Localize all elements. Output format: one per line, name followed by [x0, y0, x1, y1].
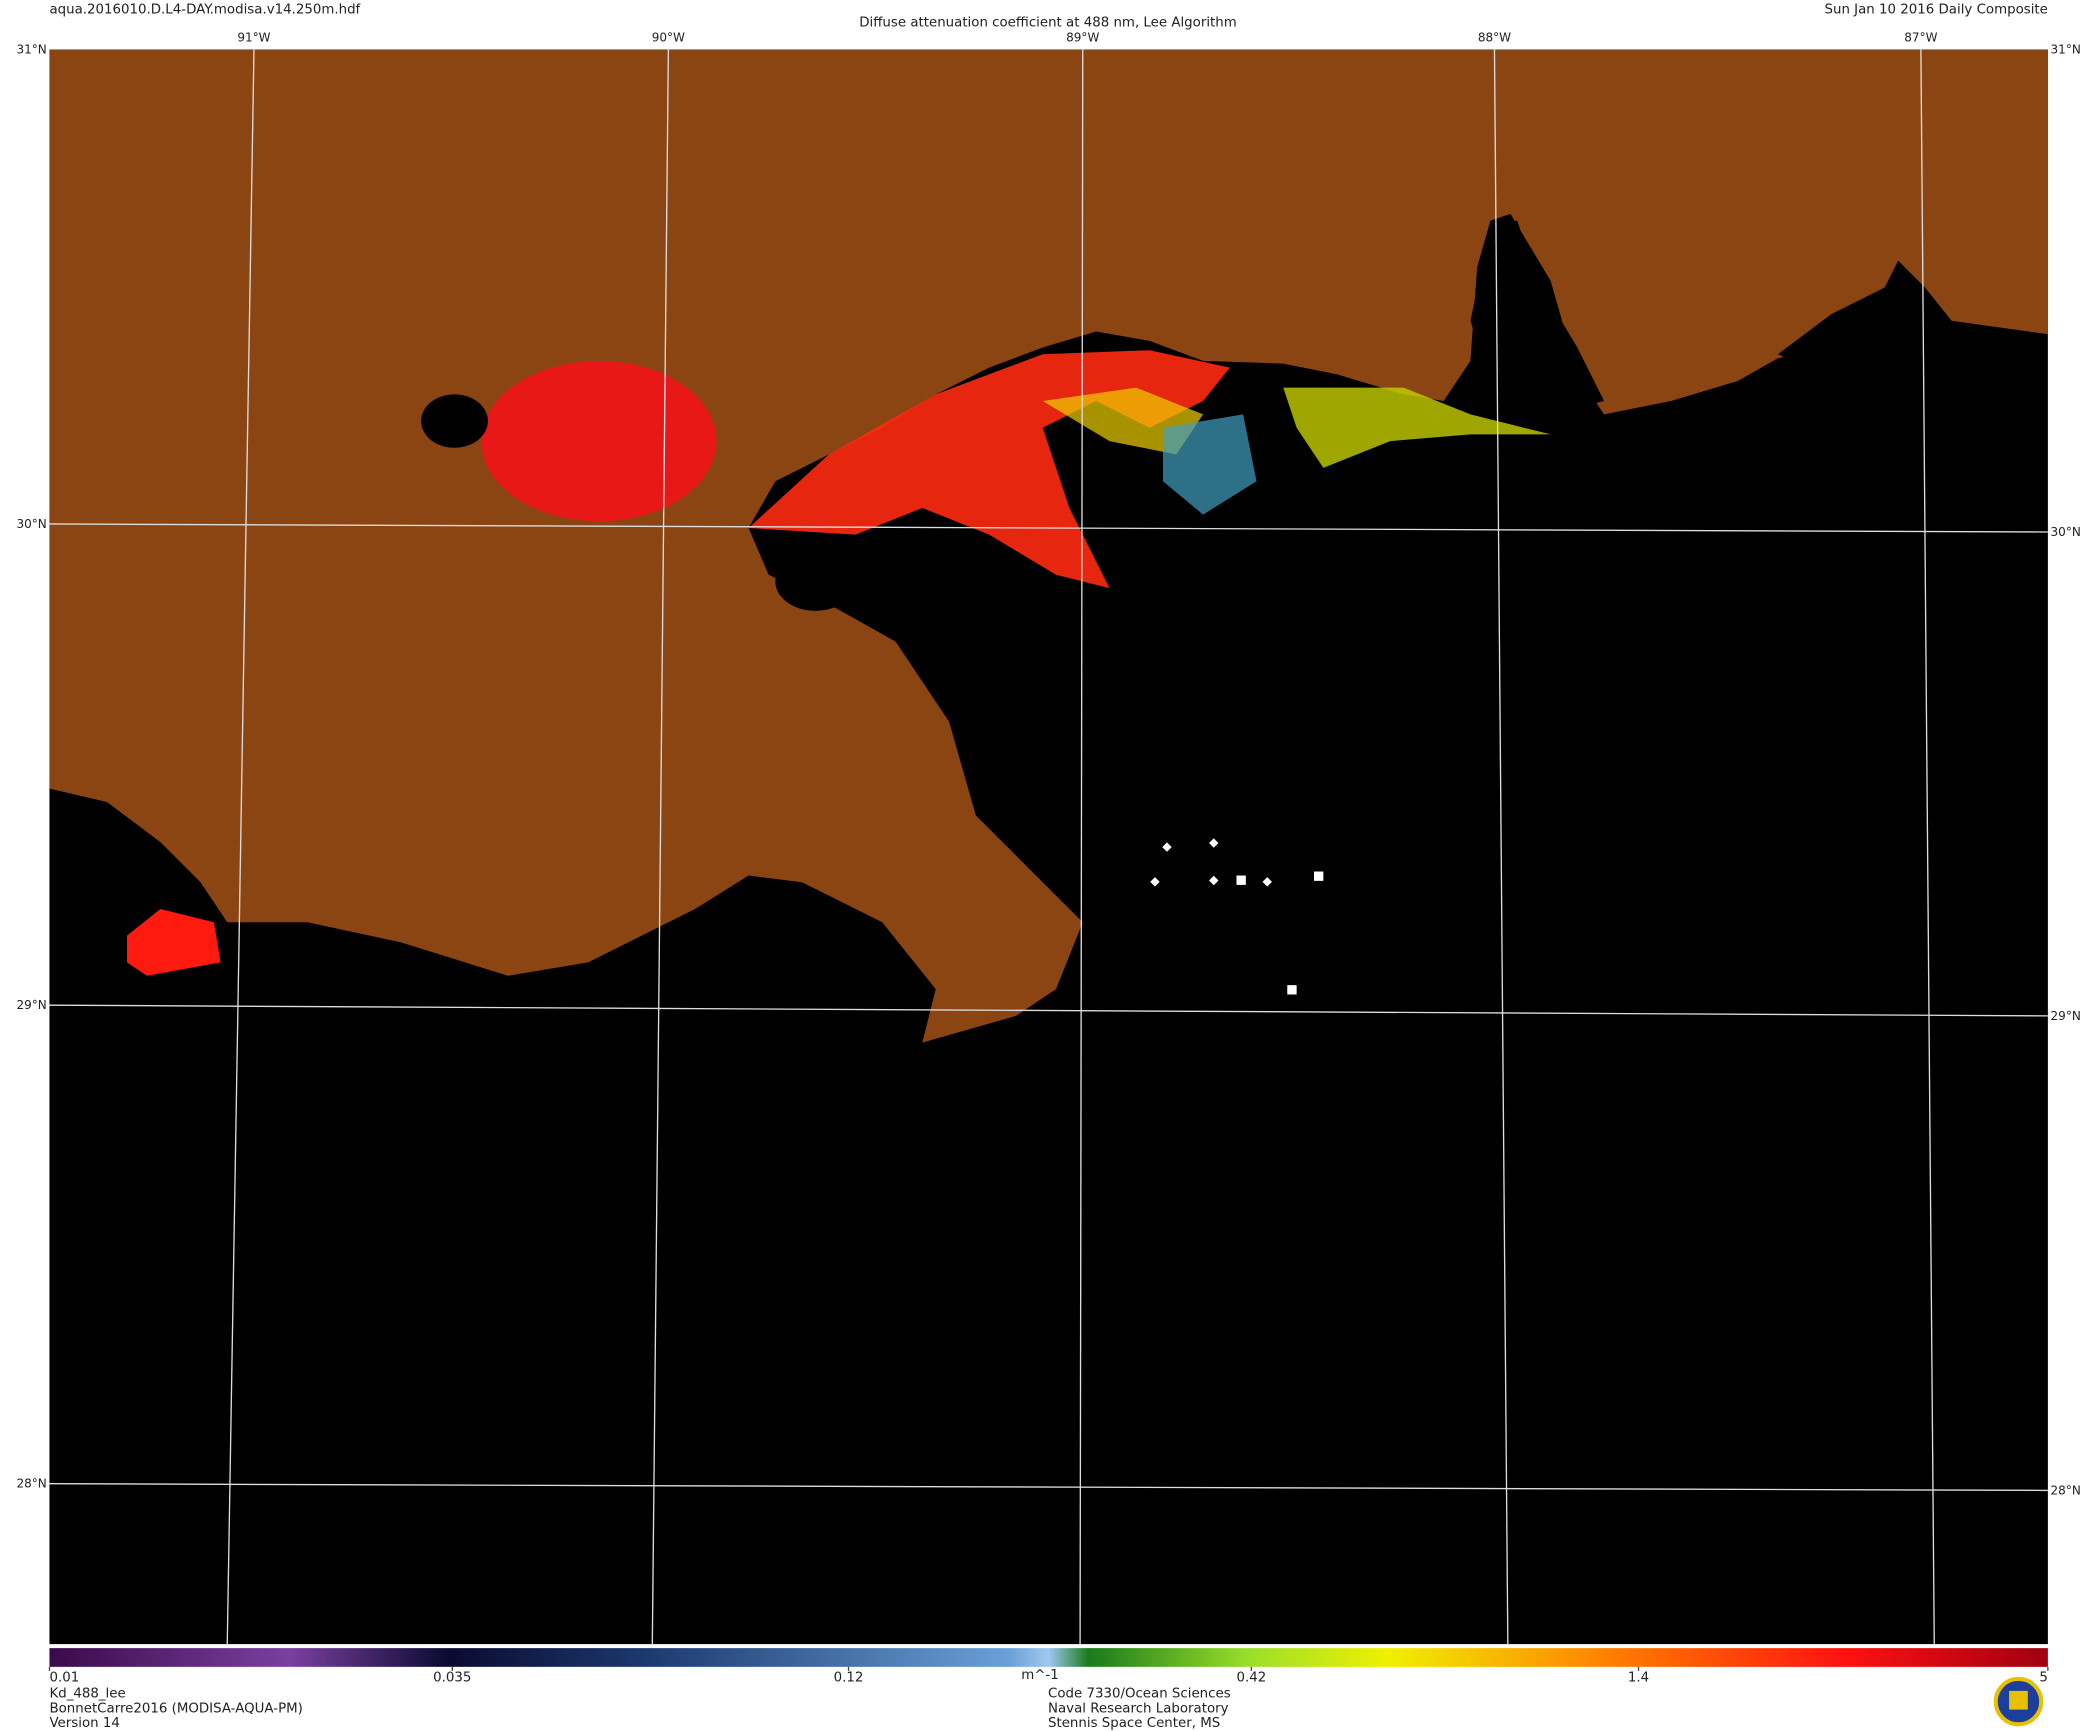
lon-label: 90°W: [652, 30, 685, 44]
date-label: Sun Jan 10 2016 Daily Composite: [1825, 2, 2048, 17]
lat-label-right: 28°N: [2051, 1483, 2081, 1497]
parallel: [49, 1483, 2048, 1492]
lon-label: 89°W: [1066, 30, 1099, 44]
lat-label-right: 29°N: [2051, 1009, 2081, 1023]
colorbar-tick-label: 0.42: [1236, 1671, 1266, 1686]
parallel: [49, 523, 2048, 533]
colorbar-unit: m^-1: [1021, 1668, 1059, 1683]
platforms: [1150, 838, 1324, 995]
footer-left: BonnetCarre2016 (MODISA-AQUA-PM): [49, 1701, 302, 1716]
lon-label: 87°W: [1904, 30, 1937, 44]
graticule: 91°W 90°W 89°W 88°W 87°W 31°N 31°N 30°N 30°N 29°N…: [16, 30, 2081, 1645]
footer-left: Kd_488_lee: [49, 1687, 125, 1702]
colorbar: [49, 1648, 2048, 1667]
colorbar-ticks: 0.01 0.035 0.12 0.42 1.4 5: [48, 1666, 2049, 1686]
plume-blue: [1162, 414, 1257, 515]
lake-borgne: [775, 552, 856, 611]
colorbar-tick-label: 0.01: [49, 1671, 79, 1686]
lake-maurepas: [421, 394, 488, 448]
colorbar-tick-label: 0.12: [834, 1671, 864, 1686]
lat-label-left: 30°N: [16, 517, 46, 531]
mobile-bay: [1470, 220, 1605, 415]
map-title: Diffuse attenuation coefficient at 488 n…: [859, 16, 1237, 31]
land: [49, 49, 2048, 1043]
colorbar-tick-label: 0.035: [433, 1671, 471, 1686]
parallel: [49, 1004, 2048, 1017]
footer-right: Code 7330/Ocean Sciences: [1048, 1687, 1231, 1702]
lon-label: 91°W: [237, 30, 270, 44]
lon-label: 88°W: [1478, 30, 1511, 44]
meridian: [1079, 49, 1084, 1645]
lat-label-left: 29°N: [16, 998, 46, 1012]
footer-left: Version 14: [49, 1716, 119, 1731]
meridian: [1493, 49, 1509, 1645]
file-name: aqua.2016010.D.L4-DAY.modisa.v14.250m.hd…: [49, 2, 360, 17]
logo-shield: [2009, 1690, 2028, 1710]
lat-label-left: 31°N: [16, 42, 46, 56]
lat-label-right: 30°N: [2051, 525, 2081, 539]
plume-west: [126, 908, 221, 976]
colorbar-tick-label: 1.4: [1628, 1671, 1649, 1686]
meridian: [651, 49, 670, 1645]
plume: [748, 350, 1230, 589]
lat-label-right: 31°N: [2051, 42, 2081, 56]
pensacola-bay: [1777, 287, 1952, 368]
colorbar-tick-label: 5: [2039, 1671, 2048, 1686]
meridian: [1920, 49, 1935, 1645]
footer-right: Stennis Space Center, MS: [1048, 1716, 1220, 1731]
meridian: [226, 49, 255, 1645]
plume-east: [1283, 387, 1551, 468]
lat-label-left: 28°N: [16, 1477, 46, 1491]
footer-right: Naval Research Laboratory: [1048, 1701, 1229, 1716]
lake-pontchartrain: [481, 360, 717, 522]
